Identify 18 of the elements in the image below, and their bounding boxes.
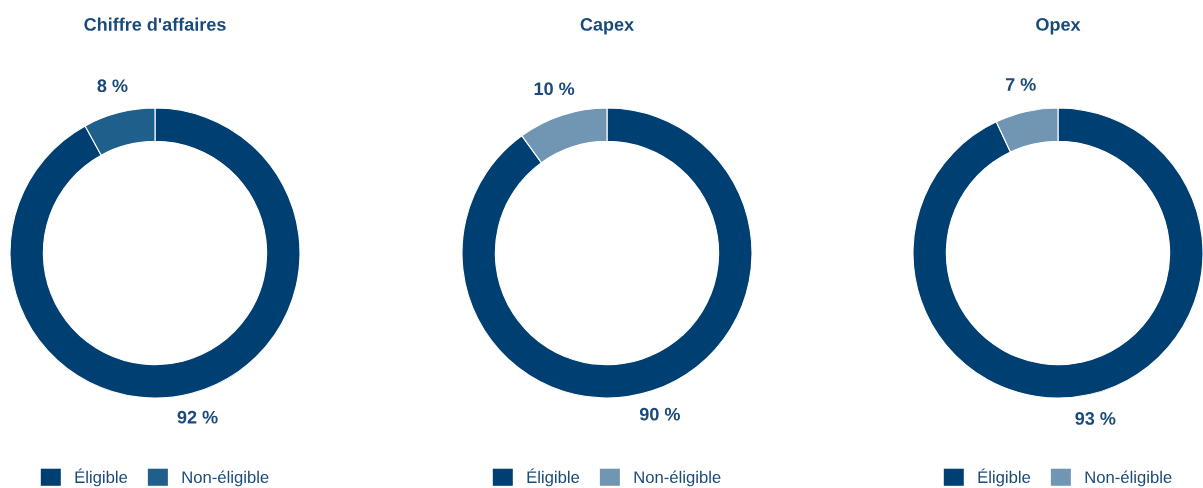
legend-label: Non-éligible (1085, 470, 1172, 487)
legend-label: Non-éligible (634, 470, 721, 487)
chart-title: Opex (1036, 18, 1081, 35)
data-label: 10 % (534, 82, 575, 96)
donut-slice (9, 107, 301, 399)
legend-label: Non-éligible (182, 470, 269, 487)
data-label: 7 % (1005, 78, 1036, 91)
data-label: 93 % (1075, 412, 1116, 425)
data-label: 92 % (177, 410, 218, 424)
data-label: 90 % (639, 407, 680, 421)
chart-title: Chiffre d'affaires (84, 17, 226, 31)
legend-label: Éligible (527, 468, 580, 487)
donut-slice (912, 107, 1203, 399)
donut-slice (461, 107, 753, 399)
data-label: 8 % (97, 79, 128, 93)
legend-label: Éligible (75, 468, 128, 487)
chart-title: Capex (580, 18, 634, 35)
legend-label: Éligible (978, 468, 1031, 487)
